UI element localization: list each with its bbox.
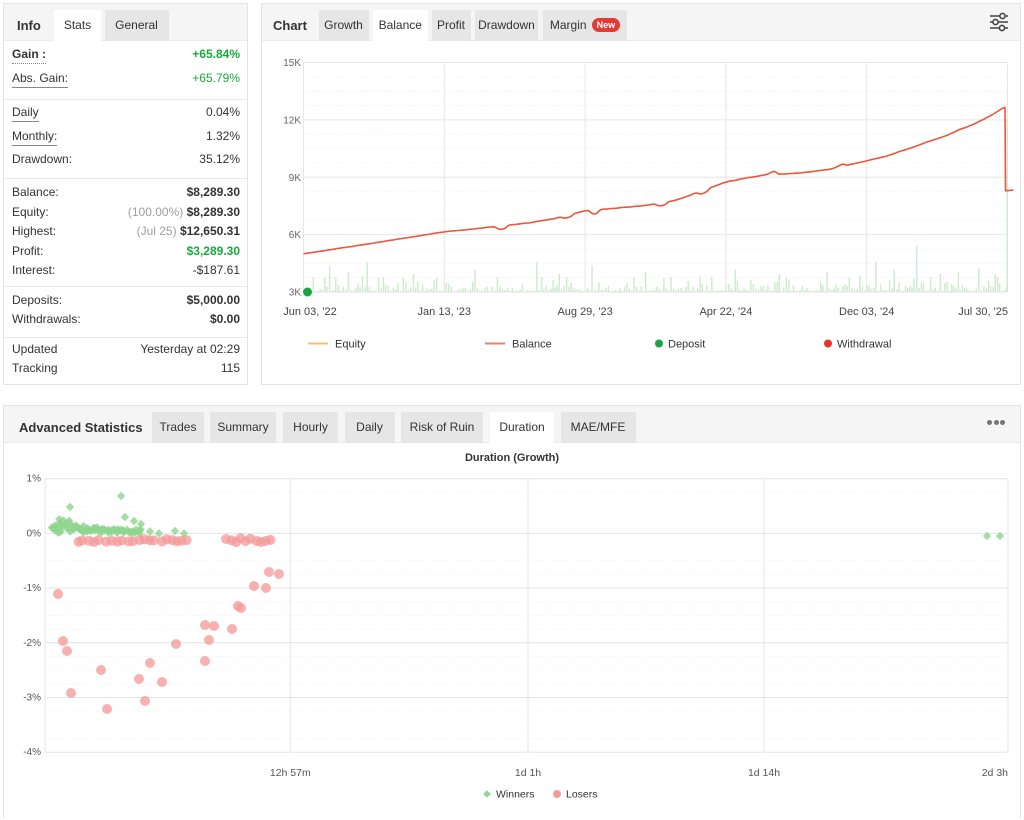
svg-text:1%: 1% <box>27 474 42 485</box>
svg-text:-2%: -2% <box>23 638 41 649</box>
svg-text:-4%: -4% <box>23 747 41 758</box>
svg-text:Withdrawal: Withdrawal <box>837 339 891 351</box>
svg-text:Equity: Equity <box>335 339 366 351</box>
svg-text:Aug 29, '23: Aug 29, '23 <box>557 306 612 318</box>
svg-text:Losers: Losers <box>566 789 598 801</box>
svg-text:Jul 30, '25: Jul 30, '25 <box>958 306 1008 318</box>
svg-text:Winners: Winners <box>496 789 535 801</box>
svg-text:-3%: -3% <box>23 693 41 704</box>
svg-text:Dec 03, '24: Dec 03, '24 <box>839 306 894 318</box>
svg-text:15K: 15K <box>283 58 301 69</box>
svg-text:3K: 3K <box>289 288 302 299</box>
svg-text:12K: 12K <box>283 115 301 126</box>
svg-text:12h 57m: 12h 57m <box>270 767 311 779</box>
svg-text:Jan 13, '23: Jan 13, '23 <box>418 306 471 318</box>
svg-text:-1%: -1% <box>23 583 41 594</box>
svg-text:1d 1h: 1d 1h <box>515 767 541 779</box>
svg-text:2d 3h: 2d 3h <box>982 767 1008 779</box>
svg-text:Duration (Growth): Duration (Growth) <box>465 452 559 464</box>
svg-text:9K: 9K <box>289 173 302 184</box>
svg-text:Apr 22, '24: Apr 22, '24 <box>699 306 752 318</box>
svg-text:Jun 03, '22: Jun 03, '22 <box>283 306 336 318</box>
svg-text:Balance: Balance <box>512 339 552 351</box>
svg-text:1d 14h: 1d 14h <box>748 767 780 779</box>
svg-text:0%: 0% <box>27 528 42 539</box>
svg-text:6K: 6K <box>289 230 302 241</box>
svg-text:Deposit: Deposit <box>668 339 705 351</box>
